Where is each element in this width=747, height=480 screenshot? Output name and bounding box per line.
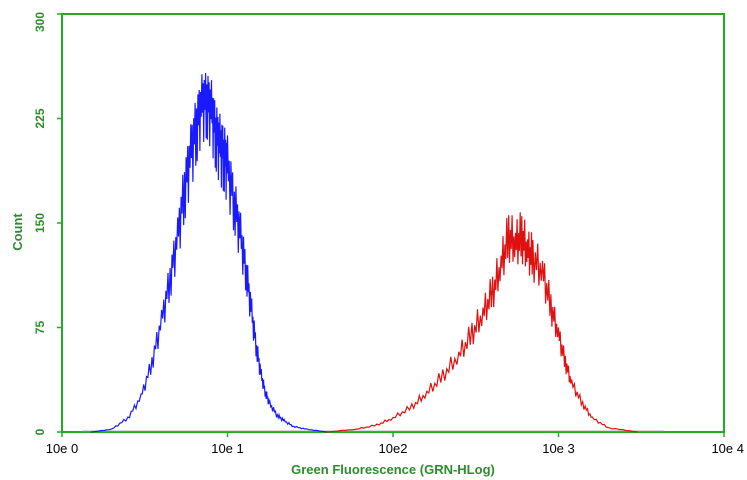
y-tick-label: 225 [33,108,47,128]
x-axis-title: Green Fluorescence (GRN-HLog) [291,462,495,477]
y-tick-label: 150 [33,213,47,233]
x-tick-label: 10e2 [379,441,408,456]
x-tick-label: 10e 1 [211,441,244,456]
y-axis-title: Count [10,213,25,251]
y-tick-label: 0 [33,428,47,435]
plot-area [61,13,725,433]
x-tick-label: 10e 4 [711,441,744,456]
x-tick-label: 10e 0 [46,441,79,456]
series-layer [82,73,664,433]
x-tick-label: 10e 3 [542,441,575,456]
series-line-2 [327,212,638,433]
y-tick-label: 300 [33,12,47,32]
series-line-1 [91,73,328,433]
x-axis-ticks: 10e 0 10e 1 10e2 10e 3 10e 4 [46,432,744,456]
y-axis-ticks: 0 75 150 225 300 [33,12,62,435]
y-tick-label: 75 [33,321,47,335]
